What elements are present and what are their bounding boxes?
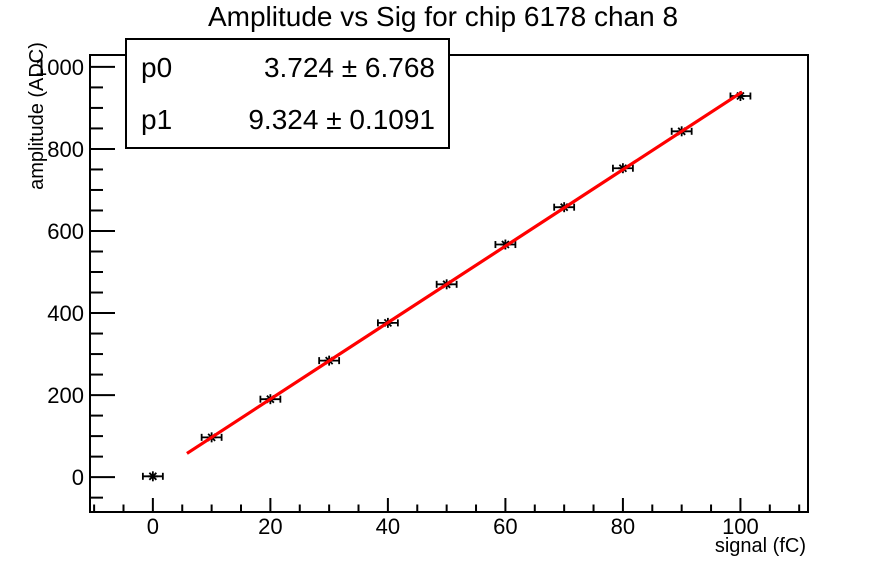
- fit-line: [186, 90, 744, 455]
- param-name-p0: p0: [141, 52, 173, 83]
- y-tick-label: 200: [47, 383, 84, 408]
- x-tick-label: 80: [611, 514, 635, 539]
- y-tick-label: 400: [47, 301, 84, 326]
- param-value-p0: 3.724 ± 6.768: [263, 52, 435, 83]
- y-tick-label: 800: [47, 137, 84, 162]
- x-axis-title: signal (fC): [715, 535, 806, 557]
- param-name-p1: p1: [141, 104, 173, 135]
- fit-stats-box: p0 3.724 ± 6.768 p1 9.324 ± 0.1091: [125, 38, 450, 149]
- y-axis-title: amplitude (ADC): [26, 42, 48, 190]
- x-tick-label: 40: [376, 514, 400, 539]
- x-tick-label: 0: [147, 514, 159, 539]
- chart-title: Amplitude vs Sig for chip 6178 chan 8: [207, 1, 679, 32]
- y-tick-label: 1000: [35, 55, 84, 80]
- y-tick-label: 600: [47, 219, 84, 244]
- data-point-marker: [141, 471, 164, 482]
- x-tick-label: 60: [493, 514, 517, 539]
- x-tick-label: 20: [258, 514, 282, 539]
- x-tick-label: 100: [722, 514, 759, 539]
- param-value-p1: 9.324 ± 0.1091: [248, 104, 435, 135]
- y-tick-label: 0: [72, 465, 84, 490]
